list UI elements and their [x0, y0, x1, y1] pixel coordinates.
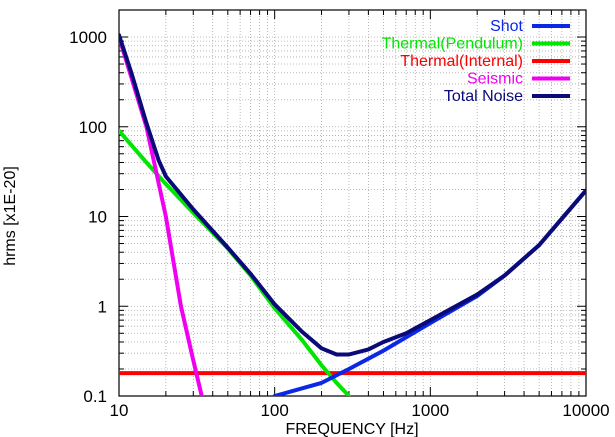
- series-line-total-noise: [119, 33, 586, 357]
- legend-label-total-noise: Total Noise: [444, 88, 523, 105]
- legend-label-shot: Shot: [490, 18, 523, 35]
- grid-lines: [119, 10, 586, 396]
- y-tick-label: 0.1: [83, 387, 107, 406]
- plot-frame: [118, 9, 587, 397]
- legend-label-thermal-internal: Thermal(Internal): [400, 53, 523, 70]
- y-axis-label: hrms [x1E-20]: [2, 166, 19, 266]
- y-tick-label: 100: [79, 118, 107, 137]
- axis-ticks: 10 100 1000 10000 0.1 1 10 100 1000: [69, 9, 610, 420]
- x-tick-label: 1000: [411, 401, 449, 420]
- series-lines: [119, 33, 586, 396]
- legend: ShotThermal(Pendulum)Thermal(Internal)Se…: [382, 18, 570, 105]
- legend-label-seismic: Seismic: [467, 71, 523, 88]
- x-tick-label: 10: [110, 401, 129, 420]
- x-tick-label: 10000: [562, 401, 609, 420]
- y-tick-label: 1: [98, 297, 107, 316]
- y-tick-label: 1000: [69, 28, 107, 47]
- y-tick-label: 10: [88, 208, 107, 227]
- x-axis-label: FREQUENCY [Hz]: [285, 421, 418, 437]
- x-tick-label: 100: [260, 401, 288, 420]
- legend-label-thermal-pendulum: Thermal(Pendulum): [382, 36, 523, 53]
